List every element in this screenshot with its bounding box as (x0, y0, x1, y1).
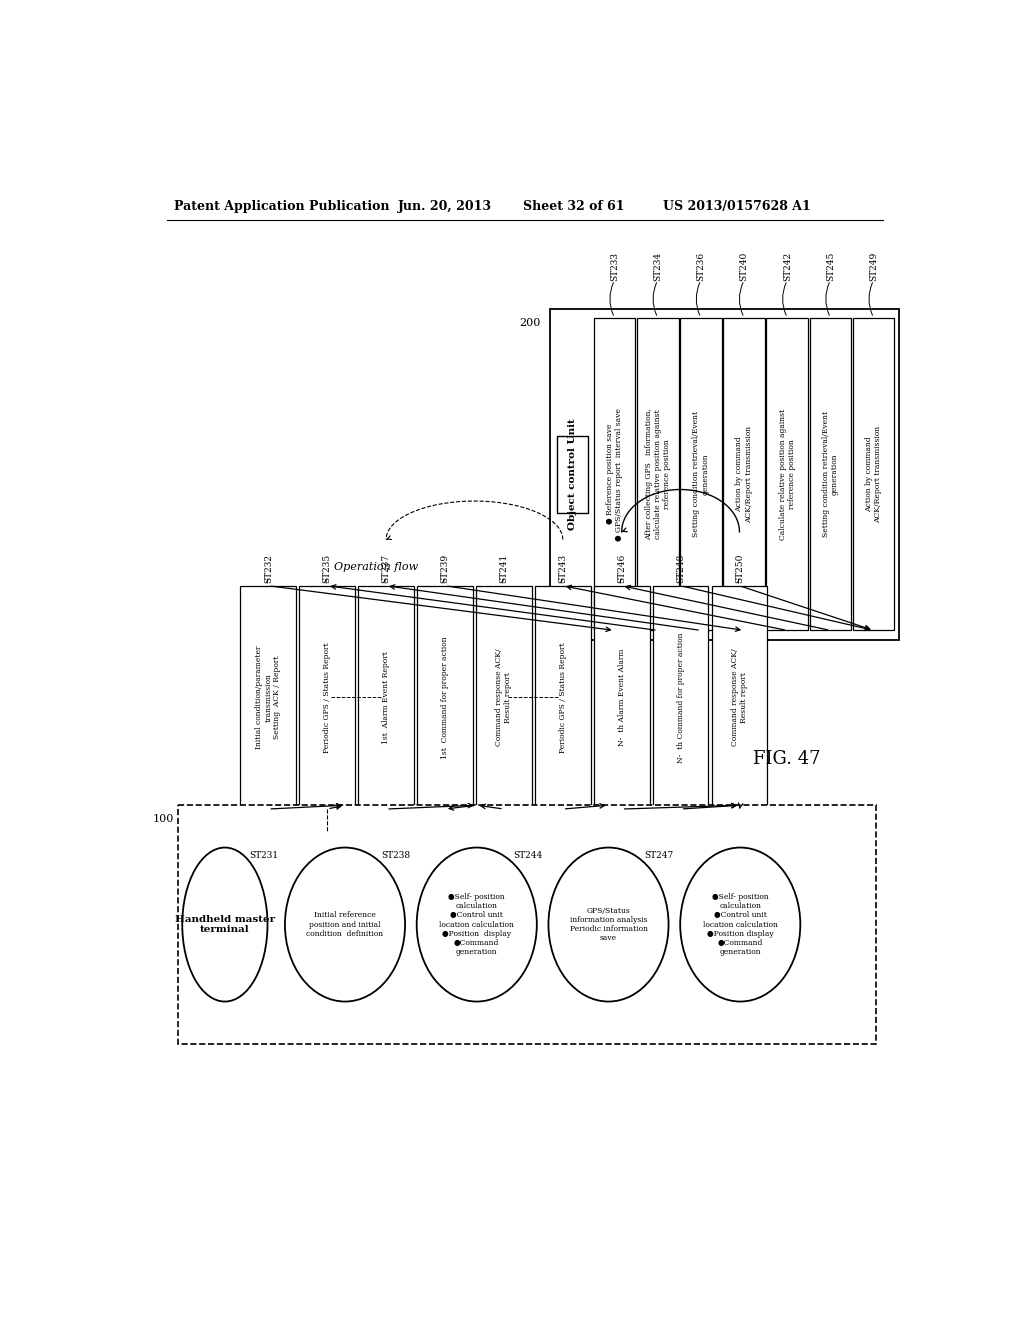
Bar (637, 318, 679, 631)
Bar (594, 586, 649, 809)
Text: ●Self- position
calculation
●Control unit
location calculation
●Position display: ●Self- position calculation ●Control uni… (702, 892, 777, 956)
Text: Operation flow: Operation flow (334, 561, 418, 572)
Text: N-  th Command for proper action: N- th Command for proper action (677, 632, 685, 763)
Ellipse shape (182, 847, 267, 1002)
Text: 1st  Alarm Event Report: 1st Alarm Event Report (382, 651, 390, 744)
Text: ST248: ST248 (676, 554, 685, 583)
Text: N-  th Alarm Event Alarm: N- th Alarm Event Alarm (617, 648, 626, 746)
Text: Initial reference
position and initial
condition  definition: Initial reference position and initial c… (306, 911, 384, 937)
Text: Command response ACK/
Result report: Command response ACK/ Result report (731, 648, 749, 746)
Text: Handheld master
terminal: Handheld master terminal (175, 915, 274, 935)
Text: 1st  Command for proper action: 1st Command for proper action (441, 636, 449, 759)
Text: Setting condition retrieval/Event
generation: Setting condition retrieval/Event genera… (822, 411, 839, 537)
Bar (712, 586, 767, 809)
Bar (723, 318, 765, 631)
Text: ●Self- position
calculation
●Control unit
location calculation
●Position  displa: ●Self- position calculation ●Control uni… (439, 892, 514, 956)
Text: 100: 100 (154, 814, 174, 825)
Text: Periodic GPS / Status Report: Periodic GPS / Status Report (324, 642, 331, 752)
Text: ST247: ST247 (645, 851, 674, 861)
Text: GPS/Status
information analysis
Periodic information
save: GPS/Status information analysis Periodic… (569, 907, 647, 942)
Text: ST232: ST232 (264, 554, 272, 583)
Text: ST243: ST243 (558, 554, 567, 583)
Text: ST244: ST244 (513, 851, 543, 861)
Ellipse shape (417, 847, 537, 1002)
Text: ST235: ST235 (323, 554, 332, 583)
Text: ST249: ST249 (869, 252, 879, 281)
Text: ST234: ST234 (653, 252, 663, 281)
Text: Action by command
ACK/Report transmission: Action by command ACK/Report transmissio… (735, 425, 753, 523)
Text: ST240: ST240 (739, 252, 749, 281)
Text: Action by command
ACK/Report transmission: Action by command ACK/Report transmissio… (865, 425, 883, 523)
Text: ST250: ST250 (735, 554, 744, 583)
Bar (476, 586, 531, 809)
Text: Command response ACK/
Result report: Command response ACK/ Result report (496, 648, 512, 746)
Text: ST241: ST241 (500, 554, 508, 583)
Text: Jun. 20, 2013: Jun. 20, 2013 (397, 199, 492, 213)
Text: ST231: ST231 (250, 851, 279, 861)
Text: Setting condition retrieval/Event
generation: Setting condition retrieval/Event genera… (692, 411, 710, 537)
Bar (535, 586, 591, 809)
Text: ST237: ST237 (382, 554, 390, 583)
Bar (680, 318, 722, 631)
Text: Periodic GPS / Status Report: Periodic GPS / Status Report (559, 642, 566, 752)
Text: ST242: ST242 (782, 252, 792, 281)
Text: ST246: ST246 (617, 554, 626, 583)
Ellipse shape (680, 847, 801, 1002)
Text: Patent Application Publication: Patent Application Publication (174, 199, 390, 213)
Text: Sheet 32 of 61: Sheet 32 of 61 (523, 199, 625, 213)
Bar (652, 586, 709, 809)
Bar (767, 318, 808, 631)
Bar (299, 586, 355, 809)
Bar (550, 309, 899, 640)
Bar (810, 318, 851, 631)
Bar (241, 586, 296, 809)
Bar (557, 436, 588, 512)
Ellipse shape (549, 847, 669, 1002)
Text: Object control Unit: Object control Unit (567, 418, 577, 529)
Text: ST236: ST236 (696, 252, 706, 281)
Ellipse shape (285, 847, 406, 1002)
Bar (594, 318, 636, 631)
Text: ● Reference position save
● GPS/Status report  interval save: ● Reference position save ● GPS/Status r… (606, 408, 624, 540)
Text: After collecting GPS   information,
calculate relative position against
referenc: After collecting GPS information, calcul… (644, 408, 671, 540)
Text: Initial condition/parameter
transmission
Setting  ACK / Report: Initial condition/parameter transmission… (255, 645, 282, 750)
Text: ST238: ST238 (381, 851, 411, 861)
Bar (853, 318, 895, 631)
Bar (178, 805, 876, 1044)
Text: Calculate relative position against
reference position: Calculate relative position against refe… (778, 408, 796, 540)
Text: ST233: ST233 (610, 252, 620, 281)
Text: ST245: ST245 (826, 252, 835, 281)
Bar (358, 586, 414, 809)
Text: US 2013/0157628 A1: US 2013/0157628 A1 (663, 199, 811, 213)
Text: ST239: ST239 (440, 554, 450, 583)
Text: FIG. 47: FIG. 47 (753, 750, 820, 768)
Bar (417, 586, 473, 809)
Text: 200: 200 (520, 318, 541, 327)
